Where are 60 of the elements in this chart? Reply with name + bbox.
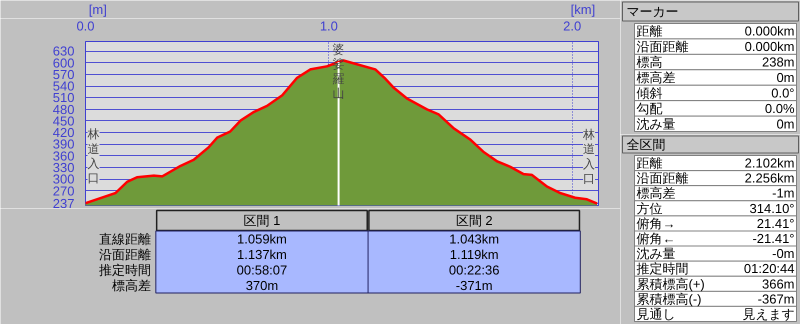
text: 見えます: [742, 306, 794, 322]
category-label: 推定時間: [98, 262, 151, 278]
text: 366m: [762, 276, 795, 292]
text: 0.000km: [744, 39, 795, 54]
category-label: 俯角←: [636, 231, 676, 246]
category-label: 区間 1: [244, 213, 280, 228]
text: 2.102km: [744, 156, 795, 171]
y-tick-label: 237: [52, 196, 75, 212]
text: 1.043km: [449, 231, 500, 246]
text: 0.0%: [764, 100, 795, 116]
category-label: 累積標高(+): [636, 276, 705, 292]
text: 1.137km: [237, 246, 287, 262]
text: マーカー: [626, 4, 678, 19]
category-label: 沈み量: [636, 116, 676, 132]
text: 238m: [762, 54, 795, 70]
annotation: 林道入口: [582, 127, 596, 186]
text: 0.0°: [771, 85, 795, 100]
text: 0m: [776, 70, 795, 85]
text: 370m: [246, 278, 278, 293]
text: 1.059km: [237, 231, 287, 246]
text: -1m: [772, 186, 794, 201]
text: -21.41°: [752, 231, 795, 246]
text: 全区間: [626, 137, 666, 152]
text: 1.119km: [450, 246, 499, 262]
annotation: 林道入口: [86, 127, 100, 186]
category-label: 沈み量: [636, 246, 676, 262]
category-label: 標高差: [112, 278, 151, 293]
text: 314.10°: [750, 200, 795, 216]
x-axis-title: [km]: [570, 2, 596, 17]
category-label: 標高差: [636, 70, 676, 85]
category-label: 標高差: [636, 186, 676, 201]
text: -0m: [772, 246, 794, 262]
category-label: 区間 2: [456, 213, 493, 228]
category-label: 標高: [636, 54, 662, 70]
text: 2.256km: [744, 170, 795, 186]
text: 21.41°: [756, 216, 795, 231]
category-label: 推定時間: [636, 261, 688, 276]
category-label: 沿面距離: [636, 39, 688, 54]
category-label: 距離: [636, 156, 662, 171]
y-axis-title: [m]: [88, 2, 107, 17]
category-label: 見通し: [636, 306, 676, 322]
text: 0.000km: [744, 24, 795, 39]
category-label: 直線距離: [98, 231, 151, 246]
text: -371m: [456, 278, 493, 293]
text: 0m: [776, 116, 795, 132]
x-tick-label: 0.0: [76, 18, 95, 34]
text: -367m: [758, 291, 795, 306]
category-label: 距離: [636, 24, 662, 39]
text: 00:22:36: [448, 262, 500, 278]
x-tick-label: 2.0: [563, 18, 582, 34]
category-label: 沿面距離: [636, 170, 688, 186]
category-label: 勾配: [636, 100, 662, 116]
text: 01:20:44: [744, 261, 795, 276]
category-label: 方位: [636, 200, 662, 216]
category-label: 累積標高(-): [636, 291, 702, 306]
category-label: 傾斜: [636, 85, 662, 100]
category-label: 沿面距離: [98, 246, 151, 262]
category-label: 俯角→: [636, 216, 676, 231]
x-tick-label: 1.0: [320, 18, 338, 34]
text: 00:58:07: [236, 262, 288, 278]
